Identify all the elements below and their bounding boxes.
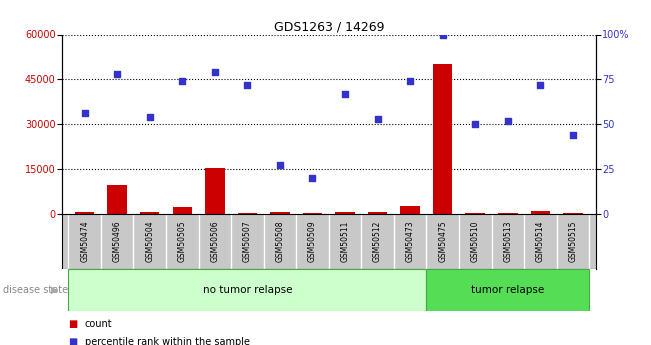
Title: GDS1263 / 14269: GDS1263 / 14269 (273, 20, 384, 33)
Text: GSM50515: GSM50515 (568, 221, 577, 262)
Point (405, 78, 415, 84)
Point (145, 114, 155, 120)
Text: GSM50506: GSM50506 (210, 221, 219, 262)
Point (340, 91, 350, 97)
Point (535, 82, 546, 88)
Bar (531, 211, 550, 214)
Bar (303, 213, 322, 214)
Text: tumor relapse: tumor relapse (471, 285, 544, 295)
Point (437, 32, 448, 37)
Bar (173, 207, 192, 214)
Bar (563, 213, 583, 214)
Text: GSM50507: GSM50507 (243, 221, 252, 262)
Bar (75, 211, 94, 214)
Point (112, 71, 122, 77)
Point (372, 116, 383, 121)
Bar (400, 206, 420, 214)
Text: ■: ■ (68, 319, 77, 329)
Text: GSM50504: GSM50504 (145, 221, 154, 262)
Text: ■: ■ (68, 337, 77, 345)
Text: percentile rank within the sample: percentile rank within the sample (85, 337, 249, 345)
Text: GSM50513: GSM50513 (503, 221, 512, 262)
Text: GSM50508: GSM50508 (275, 221, 284, 262)
Bar (426, 269, 589, 310)
Point (210, 69, 220, 75)
Text: GSM50496: GSM50496 (113, 221, 122, 262)
Text: GSM50473: GSM50473 (406, 221, 415, 262)
Text: disease state: disease state (3, 285, 68, 295)
Point (503, 118, 513, 124)
Text: GSM50474: GSM50474 (80, 221, 89, 262)
Bar (433, 65, 452, 214)
Bar (238, 213, 257, 214)
Text: GSM50511: GSM50511 (340, 221, 350, 262)
Bar (205, 168, 225, 214)
Point (568, 132, 578, 138)
Text: GSM50505: GSM50505 (178, 221, 187, 262)
Bar (107, 186, 127, 214)
Bar (465, 213, 485, 214)
Text: GSM50509: GSM50509 (308, 221, 317, 262)
Text: GSM50475: GSM50475 (438, 221, 447, 262)
Point (275, 163, 285, 168)
Text: GSM50512: GSM50512 (373, 221, 382, 262)
Bar (140, 212, 159, 214)
Text: no tumor relapse: no tumor relapse (202, 285, 292, 295)
Point (307, 175, 318, 181)
Bar (335, 211, 355, 214)
Bar (270, 212, 290, 214)
Point (242, 82, 253, 88)
Text: GSM50510: GSM50510 (471, 221, 480, 262)
Point (470, 121, 480, 127)
Bar (68, 269, 426, 310)
Text: ▶: ▶ (51, 285, 59, 295)
Text: GSM50514: GSM50514 (536, 221, 545, 262)
Bar (368, 213, 387, 214)
Text: count: count (85, 319, 112, 329)
Point (177, 78, 187, 84)
Point (79, 111, 90, 116)
Bar (498, 213, 518, 214)
